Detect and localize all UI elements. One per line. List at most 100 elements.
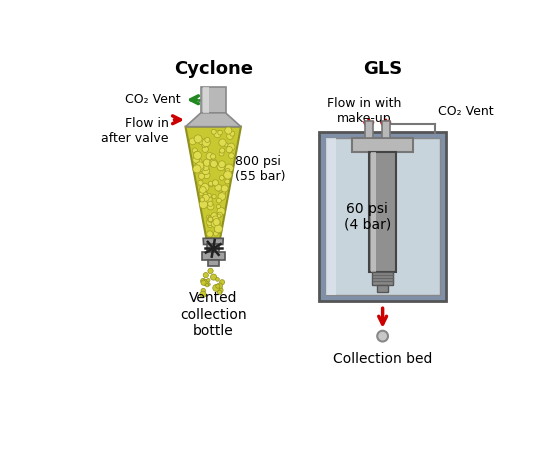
- FancyBboxPatch shape: [326, 138, 336, 295]
- Circle shape: [211, 220, 219, 227]
- Circle shape: [210, 154, 216, 159]
- Circle shape: [225, 179, 230, 184]
- FancyBboxPatch shape: [207, 245, 219, 252]
- Circle shape: [208, 223, 212, 228]
- Circle shape: [209, 159, 218, 167]
- Text: Flow in with
make-up: Flow in with make-up: [327, 97, 401, 125]
- Circle shape: [199, 186, 206, 193]
- Circle shape: [203, 172, 210, 179]
- Circle shape: [213, 218, 220, 226]
- Circle shape: [202, 194, 209, 202]
- FancyBboxPatch shape: [382, 121, 390, 138]
- FancyBboxPatch shape: [201, 87, 225, 113]
- Circle shape: [226, 133, 233, 140]
- Circle shape: [211, 129, 216, 134]
- FancyBboxPatch shape: [377, 285, 388, 292]
- Circle shape: [205, 137, 210, 142]
- Text: Vented
collection
bottle: Vented collection bottle: [180, 291, 246, 338]
- Circle shape: [208, 215, 213, 220]
- Circle shape: [214, 131, 221, 138]
- Circle shape: [202, 146, 208, 152]
- Circle shape: [217, 212, 223, 218]
- Circle shape: [214, 220, 220, 227]
- Circle shape: [206, 215, 211, 220]
- Circle shape: [208, 217, 213, 222]
- Circle shape: [196, 164, 204, 172]
- Circle shape: [220, 280, 225, 285]
- Circle shape: [217, 283, 223, 289]
- Circle shape: [219, 161, 225, 168]
- Circle shape: [217, 162, 225, 171]
- Circle shape: [214, 225, 223, 233]
- Circle shape: [200, 291, 206, 297]
- Circle shape: [208, 217, 213, 222]
- Circle shape: [218, 290, 222, 295]
- Circle shape: [225, 164, 233, 172]
- Circle shape: [219, 139, 226, 146]
- Circle shape: [209, 183, 213, 187]
- Circle shape: [214, 182, 218, 186]
- FancyBboxPatch shape: [201, 252, 225, 260]
- Circle shape: [196, 162, 204, 170]
- Text: Cyclone: Cyclone: [174, 60, 253, 78]
- Circle shape: [215, 226, 222, 234]
- Circle shape: [213, 285, 220, 291]
- Circle shape: [219, 194, 225, 200]
- Circle shape: [210, 160, 218, 168]
- Circle shape: [194, 135, 202, 143]
- Circle shape: [199, 173, 205, 179]
- Circle shape: [205, 284, 209, 287]
- Circle shape: [218, 193, 226, 200]
- FancyBboxPatch shape: [326, 138, 440, 295]
- Circle shape: [203, 159, 210, 166]
- Circle shape: [201, 183, 209, 191]
- Circle shape: [214, 231, 218, 236]
- Circle shape: [206, 231, 213, 237]
- Circle shape: [194, 151, 201, 159]
- FancyBboxPatch shape: [365, 121, 372, 138]
- Circle shape: [202, 280, 208, 285]
- Circle shape: [201, 288, 205, 293]
- Circle shape: [206, 218, 213, 225]
- Circle shape: [217, 214, 221, 218]
- Circle shape: [213, 216, 219, 223]
- FancyBboxPatch shape: [208, 260, 219, 266]
- Text: GLS: GLS: [363, 60, 402, 78]
- Circle shape: [215, 184, 222, 191]
- FancyBboxPatch shape: [320, 132, 446, 302]
- Circle shape: [220, 148, 225, 153]
- Circle shape: [226, 146, 233, 153]
- Circle shape: [216, 284, 220, 288]
- Text: CO₂ Vent: CO₂ Vent: [125, 93, 181, 106]
- FancyBboxPatch shape: [203, 87, 209, 113]
- Circle shape: [213, 180, 219, 186]
- Circle shape: [219, 175, 224, 180]
- Circle shape: [199, 200, 208, 208]
- Circle shape: [195, 158, 202, 166]
- Circle shape: [225, 168, 230, 173]
- Circle shape: [230, 131, 235, 136]
- FancyBboxPatch shape: [372, 272, 393, 285]
- Circle shape: [216, 287, 223, 293]
- Circle shape: [212, 195, 216, 199]
- Text: 60 psi
(4 bar): 60 psi (4 bar): [344, 202, 391, 232]
- Circle shape: [200, 197, 205, 202]
- Circle shape: [225, 127, 232, 134]
- Circle shape: [216, 204, 220, 209]
- Circle shape: [208, 201, 213, 207]
- Circle shape: [218, 130, 223, 135]
- Circle shape: [207, 193, 211, 197]
- Circle shape: [209, 181, 213, 186]
- Circle shape: [377, 331, 388, 341]
- Circle shape: [203, 190, 207, 195]
- Circle shape: [224, 143, 228, 147]
- Circle shape: [202, 139, 210, 147]
- Circle shape: [206, 279, 210, 282]
- Circle shape: [217, 207, 225, 215]
- Circle shape: [210, 274, 216, 280]
- Circle shape: [224, 171, 232, 179]
- Circle shape: [206, 196, 212, 203]
- Polygon shape: [203, 238, 223, 245]
- Text: Flow in
after valve: Flow in after valve: [101, 118, 169, 146]
- Circle shape: [215, 278, 219, 281]
